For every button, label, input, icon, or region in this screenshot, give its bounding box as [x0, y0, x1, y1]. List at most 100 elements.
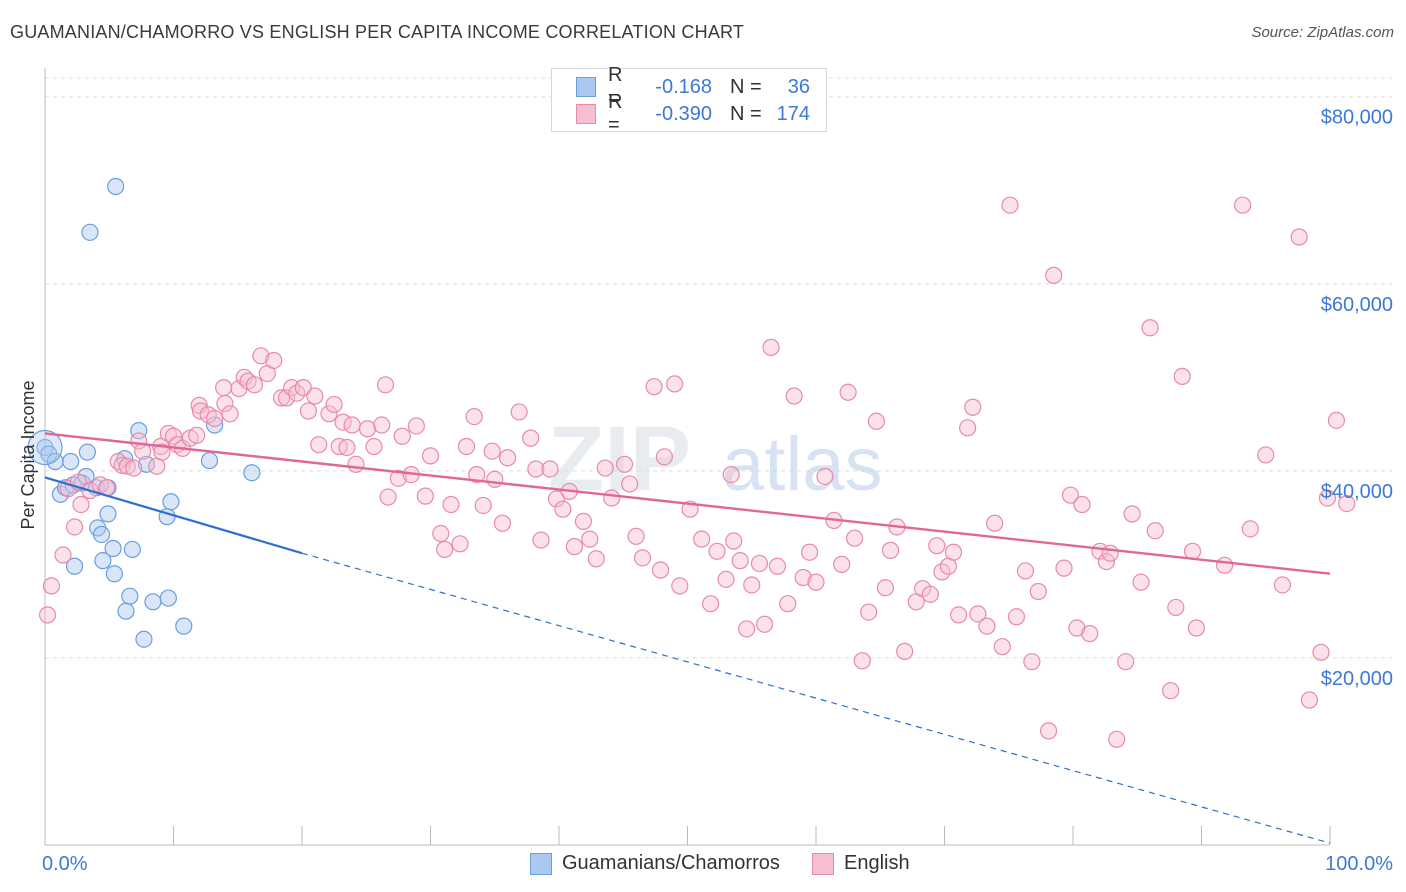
- data-point-english: [565, 538, 584, 556]
- data-point-english: [421, 447, 440, 465]
- data-point-english: [42, 577, 61, 595]
- data-point-english: [1123, 505, 1141, 523]
- y-tick-label: $80,000: [1321, 107, 1393, 129]
- legend-swatch-pink: [812, 852, 834, 875]
- data-point-english: [379, 488, 397, 506]
- data-point-english: [928, 537, 946, 555]
- data-point-english: [554, 500, 572, 518]
- data-point-english: [547, 490, 566, 508]
- legend-n-value: 174: [776, 102, 810, 125]
- data-point-english: [1257, 446, 1275, 464]
- data-point-english: [306, 387, 324, 405]
- data-point-english: [325, 395, 343, 414]
- data-point-guamanian: [62, 452, 80, 471]
- data-point-english: [1318, 489, 1337, 507]
- data-point-english: [762, 338, 780, 356]
- trend-lines: [44, 432, 1331, 844]
- data-point-english: [373, 416, 391, 434]
- data-point-english: [1183, 542, 1202, 560]
- watermark-atlas: atlas: [722, 422, 883, 507]
- data-point-english: [1039, 722, 1058, 740]
- data-point-english: [522, 429, 540, 447]
- data-point-english: [1273, 576, 1292, 594]
- data-point-english: [451, 535, 469, 553]
- data-point-english: [188, 426, 206, 444]
- data-point-english: [1312, 643, 1330, 661]
- data-point-english: [845, 529, 864, 547]
- legend-r-value: -0.390: [655, 102, 712, 125]
- legend-label: English: [844, 852, 910, 874]
- data-point-guamanian: [104, 539, 122, 558]
- data-point-english: [343, 416, 361, 434]
- data-point-english: [867, 412, 885, 430]
- legend-n-label: N =: [730, 102, 762, 125]
- data-point-english: [615, 455, 634, 473]
- data-point-english: [738, 620, 756, 638]
- data-point-english: [1173, 367, 1191, 385]
- data-point-english: [1097, 552, 1116, 571]
- data-point-english: [921, 585, 939, 603]
- data-point-english: [1108, 730, 1126, 748]
- legend-r-value: -0.168: [655, 75, 712, 98]
- trend-line-guamanian-extension: [301, 552, 1331, 844]
- data-point-english: [881, 541, 900, 559]
- data-point-english: [717, 570, 735, 588]
- data-point-english: [833, 555, 851, 573]
- y-tick-label: $20,000: [1321, 668, 1393, 690]
- data-point-english: [310, 436, 328, 454]
- data-point-english: [581, 530, 599, 548]
- data-point-guamanian: [121, 587, 139, 605]
- data-point-english: [493, 514, 512, 532]
- chart-source: Source: ZipAtlas.com: [1251, 24, 1394, 41]
- data-point-english: [153, 443, 171, 461]
- data-point-english: [1167, 598, 1185, 617]
- watermark: ZIP atlas: [548, 408, 883, 510]
- data-point-english: [277, 389, 296, 407]
- data-point-english: [969, 605, 987, 623]
- data-point-guamanian: [123, 540, 141, 559]
- legend-item-guamanians: Guamanians/Chamorros: [530, 852, 780, 875]
- data-point-english: [596, 459, 614, 477]
- data-point-english: [853, 652, 871, 670]
- data-point-english: [1101, 544, 1119, 562]
- legend-swatch-pink: [576, 104, 596, 124]
- data-point-english: [1061, 486, 1080, 504]
- data-point-guamanian-large: [27, 429, 63, 466]
- data-point-english: [964, 398, 982, 416]
- watermark-zip: ZIP: [548, 408, 691, 510]
- data-point-english: [474, 496, 492, 515]
- data-point-guamanian: [144, 593, 162, 611]
- data-point-english: [1023, 653, 1041, 671]
- data-point-english: [587, 550, 605, 568]
- data-point-guamanian: [135, 630, 153, 648]
- data-point-english: [465, 408, 483, 426]
- data-point-english: [393, 427, 411, 445]
- data-point-english: [896, 642, 914, 660]
- data-point-english: [1029, 582, 1047, 601]
- data-point-english: [65, 518, 84, 536]
- data-point-english: [1117, 653, 1135, 671]
- data-point-english: [633, 549, 652, 567]
- data-point-english: [265, 351, 283, 370]
- data-point-english: [118, 457, 136, 475]
- data-point-english: [541, 460, 559, 478]
- data-point-english: [1234, 196, 1252, 214]
- data-point-english: [794, 568, 812, 587]
- data-point-english: [574, 512, 593, 530]
- data-point-english: [164, 427, 183, 445]
- data-point-english: [1007, 608, 1026, 626]
- legend-n-label: N =: [730, 75, 762, 98]
- data-point-english: [510, 403, 528, 421]
- data-point-english: [389, 469, 407, 487]
- data-point-guamanian: [99, 505, 117, 523]
- data-point-english: [1081, 625, 1099, 643]
- data-point-english: [1141, 319, 1159, 337]
- y-tick-label: $40,000: [1321, 481, 1393, 503]
- data-point-english: [221, 405, 239, 423]
- data-point-english: [483, 442, 501, 460]
- data-point-english: [800, 543, 819, 561]
- data-point-english: [159, 424, 177, 443]
- data-point-guamanian: [175, 617, 193, 635]
- data-point-english: [645, 378, 663, 396]
